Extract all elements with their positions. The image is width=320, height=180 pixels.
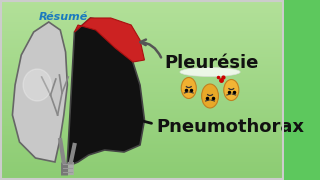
Text: Pleurésie: Pleurésie: [165, 54, 259, 72]
Text: Pneumothorax: Pneumothorax: [156, 118, 304, 136]
Polygon shape: [67, 18, 144, 165]
Ellipse shape: [181, 78, 196, 98]
Ellipse shape: [202, 84, 219, 108]
Polygon shape: [12, 22, 67, 162]
Ellipse shape: [224, 80, 239, 100]
Text: Résumé: Résumé: [39, 12, 88, 22]
Polygon shape: [75, 18, 144, 62]
Ellipse shape: [180, 68, 240, 76]
Circle shape: [23, 69, 52, 101]
